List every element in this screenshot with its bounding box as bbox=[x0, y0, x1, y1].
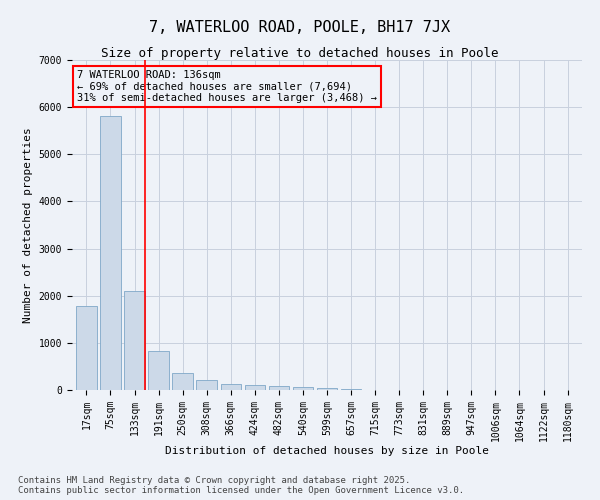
Y-axis label: Number of detached properties: Number of detached properties bbox=[23, 127, 33, 323]
Bar bbox=[317, 388, 337, 390]
Bar bbox=[172, 372, 193, 390]
Bar bbox=[148, 352, 169, 390]
X-axis label: Distribution of detached houses by size in Poole: Distribution of detached houses by size … bbox=[165, 446, 489, 456]
Bar bbox=[245, 386, 265, 390]
Bar bbox=[221, 384, 241, 390]
Text: Contains HM Land Registry data © Crown copyright and database right 2025.
Contai: Contains HM Land Registry data © Crown c… bbox=[18, 476, 464, 495]
Bar bbox=[124, 291, 145, 390]
Bar bbox=[100, 116, 121, 390]
Text: 7 WATERLOO ROAD: 136sqm
← 69% of detached houses are smaller (7,694)
31% of semi: 7 WATERLOO ROAD: 136sqm ← 69% of detache… bbox=[77, 70, 377, 103]
Bar bbox=[269, 386, 289, 390]
Text: 7, WATERLOO ROAD, POOLE, BH17 7JX: 7, WATERLOO ROAD, POOLE, BH17 7JX bbox=[149, 20, 451, 35]
Bar bbox=[196, 380, 217, 390]
Bar bbox=[76, 306, 97, 390]
Bar bbox=[293, 387, 313, 390]
Bar bbox=[341, 389, 361, 390]
Text: Size of property relative to detached houses in Poole: Size of property relative to detached ho… bbox=[101, 48, 499, 60]
